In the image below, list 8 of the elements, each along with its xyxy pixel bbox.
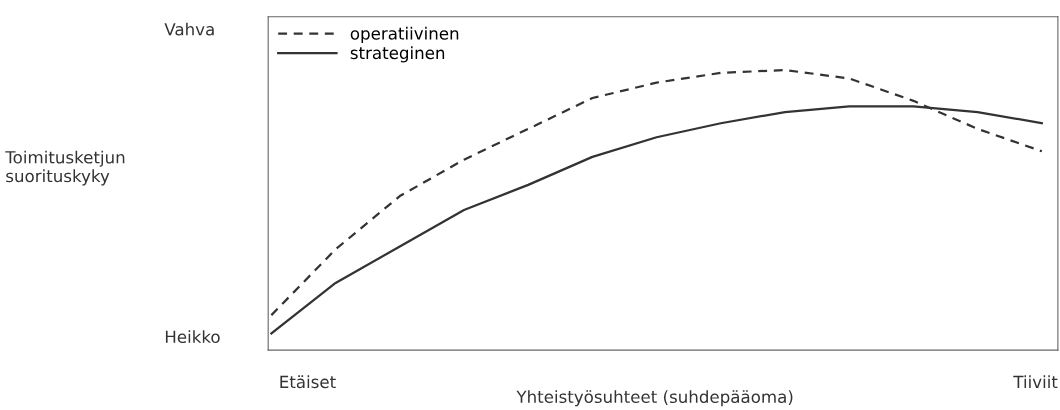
legend-label: operatiivinen [350, 26, 459, 43]
text: Tiiviit [1013, 375, 1058, 388]
text: Toimitusketjun suorituskyky [5, 150, 125, 186]
text: Heikko [165, 330, 220, 344]
text: Vahva [164, 22, 214, 36]
x-axis-title: Yhteistyösuhteet (suhdepääoma) [516, 390, 793, 407]
legend-label: strateginen [350, 46, 445, 63]
text: Etäiset [280, 375, 336, 389]
